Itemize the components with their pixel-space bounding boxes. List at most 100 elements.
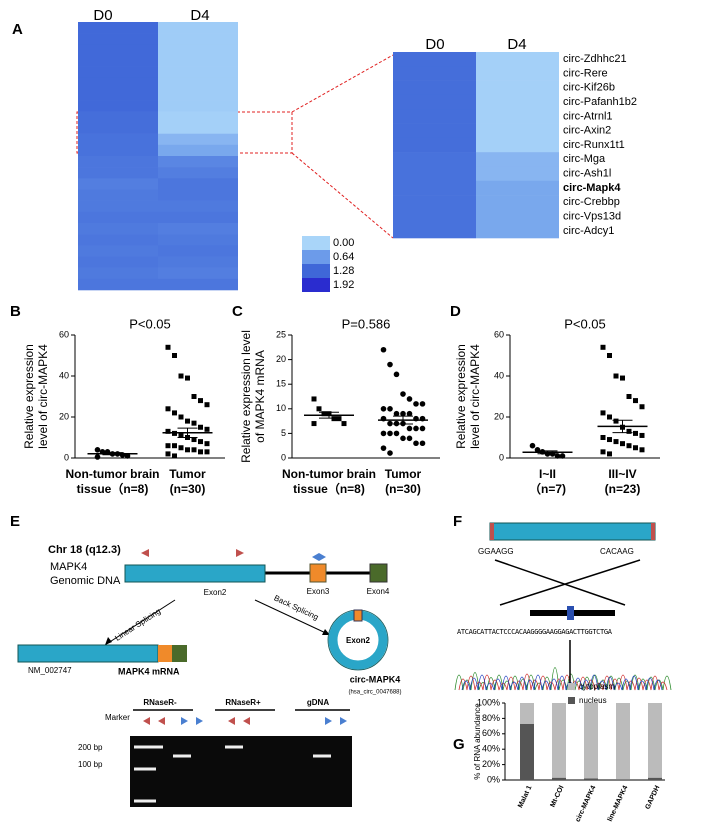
point	[198, 424, 203, 430]
gene-label: circ-Pafanh1b2	[563, 96, 637, 108]
heat-cell	[78, 167, 158, 179]
error-bar	[177, 427, 198, 438]
point	[172, 353, 177, 358]
point	[393, 410, 400, 417]
gene-label: circ-Kif26b	[563, 82, 615, 94]
point	[185, 447, 190, 453]
x-tick-label: III~IV	[608, 467, 636, 481]
heat-cell	[476, 80, 559, 96]
x-tick-label: line-MAPK4	[607, 785, 630, 823]
heat-cell	[158, 77, 238, 90]
x-tick-label: Tumor	[385, 467, 422, 481]
bar-segment	[648, 703, 662, 778]
heat-cell	[393, 137, 476, 153]
point	[393, 430, 400, 437]
legend-swatch	[568, 697, 575, 704]
heat-cell	[393, 123, 476, 139]
heat-cell	[158, 111, 238, 123]
legend-label: nucleus	[579, 696, 607, 705]
x-tick-label: tissue（n=8)	[293, 481, 365, 496]
y-tick-label: 5	[281, 428, 286, 438]
point	[387, 361, 393, 368]
bar-segment	[648, 777, 662, 780]
heat-cell	[158, 55, 238, 67]
point	[178, 414, 184, 420]
y-tick-label: 20	[494, 411, 504, 421]
heat-cell	[158, 133, 238, 146]
point	[204, 426, 210, 432]
y-axis-label: % of RNA abundance	[473, 703, 482, 780]
point	[613, 418, 619, 424]
y-axis-label: Relative expression	[22, 344, 36, 449]
y-tick-label: 40	[59, 370, 69, 380]
heat-cell	[393, 180, 476, 196]
point	[198, 398, 203, 404]
heat-cell	[78, 100, 158, 112]
point	[406, 396, 413, 402]
size-label: 100 bp	[78, 760, 103, 769]
heat-cell	[158, 278, 238, 291]
heat-cell	[78, 55, 158, 67]
y-tick-label: 60	[494, 329, 504, 339]
panel-label: F	[453, 513, 462, 530]
point	[633, 445, 638, 451]
heat-cell	[78, 234, 158, 246]
point	[554, 453, 561, 459]
y-tick-label: 60	[59, 329, 69, 339]
gene-label: circ-Vps13d	[563, 210, 621, 222]
point	[626, 394, 632, 399]
point	[380, 406, 387, 412]
point	[607, 353, 612, 358]
point	[529, 442, 536, 449]
y-tick-label: 0	[281, 452, 286, 462]
y-axis-label: of MAPK4 mRNA	[253, 350, 267, 443]
point	[178, 432, 184, 438]
point	[413, 401, 419, 407]
legend-swatch	[302, 264, 330, 278]
heat-cell	[158, 211, 238, 224]
heat-cell	[78, 66, 158, 79]
gene-label: circ-Axin2	[563, 125, 611, 137]
point	[165, 428, 171, 434]
heat-cell	[476, 180, 559, 196]
point	[639, 404, 645, 410]
point	[198, 449, 203, 455]
y-axis-label: level of circ-MAPK4	[468, 344, 482, 449]
legend-label: 1.92	[333, 279, 354, 291]
y-tick-label: 10	[276, 403, 286, 413]
legend-label: 0.00	[333, 237, 354, 249]
point	[185, 375, 190, 381]
column-header: D4	[507, 36, 526, 53]
heat-cell	[78, 22, 158, 34]
point	[626, 443, 632, 449]
heat-cell	[476, 152, 559, 167]
lane-label: RNaseR-	[143, 698, 177, 707]
point	[400, 410, 406, 417]
heat-cell	[476, 195, 559, 210]
heat-cell	[78, 33, 158, 45]
point	[124, 453, 131, 459]
x-tick-label: GAPDH	[644, 785, 661, 811]
panel-label: G	[453, 736, 465, 753]
legend-swatch	[568, 683, 575, 690]
bar-segment	[520, 723, 534, 780]
heat-cell	[158, 223, 238, 235]
heat-cell	[158, 189, 238, 201]
point	[341, 421, 347, 427]
point	[387, 430, 393, 437]
x-tick-label: circ-MAPK4	[575, 785, 598, 824]
circ-exon: Exon2	[346, 636, 371, 645]
point	[165, 451, 171, 457]
x-tick-label: Malat 1	[517, 785, 533, 810]
y-tick-label: 25	[276, 329, 286, 339]
size-label: 200 bp	[78, 743, 103, 752]
x-tick-label: (n=30)	[385, 482, 421, 496]
point	[413, 440, 419, 447]
heat-cell	[78, 200, 158, 213]
point	[178, 373, 184, 379]
heat-cell	[78, 44, 158, 56]
heat-cell	[393, 209, 476, 224]
column-header: D0	[93, 7, 112, 24]
bar-segment	[616, 703, 630, 780]
circ-id: (hsa_circ_0047688)	[348, 690, 401, 696]
